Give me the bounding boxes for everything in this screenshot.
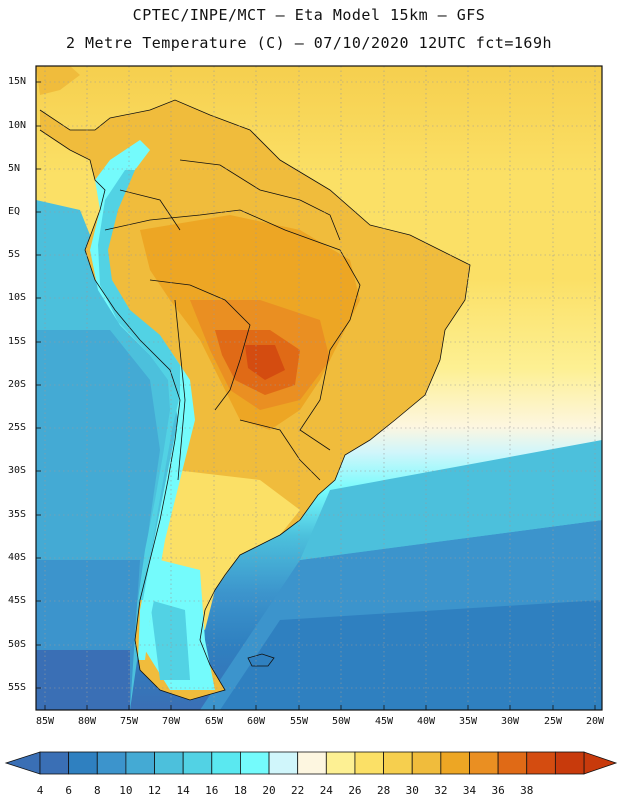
- colorbar-label: 8: [93, 784, 101, 797]
- colorbar: [4, 751, 618, 775]
- colorbar-label: 36: [491, 784, 505, 797]
- colorbar-swatch: [240, 751, 270, 775]
- lon-label: 25W: [543, 716, 563, 727]
- colorbar-swatch: [497, 751, 528, 775]
- colorbar-swatch: [39, 751, 70, 775]
- colorbar-label: 26: [348, 784, 362, 797]
- colorbar-label: 12: [147, 784, 162, 797]
- colorbar-label: 24: [319, 784, 333, 797]
- colorbar-swatch: [182, 751, 213, 775]
- lon-label: 70W: [161, 716, 181, 727]
- colorbar-swatch: [68, 751, 98, 775]
- colorbar-label: 6: [65, 784, 72, 797]
- lon-label: 40W: [416, 716, 436, 727]
- lon-label: 50W: [331, 716, 351, 727]
- colorbar-label: 28: [376, 784, 391, 797]
- colorbar-swatch: [469, 751, 499, 775]
- lon-label: 85W: [35, 716, 55, 727]
- colorbar-swatch: [125, 751, 155, 775]
- colorbar-label: 32: [434, 784, 448, 797]
- lon-label: 45W: [374, 716, 394, 727]
- colorbar-min-arrow: [4, 751, 41, 775]
- colorbar-label: 14: [176, 784, 190, 797]
- lat-label: 20S: [8, 379, 27, 390]
- lon-label: 55W: [289, 716, 309, 727]
- colorbar-label: 34: [462, 784, 477, 797]
- colorbar-label: 4: [36, 784, 44, 797]
- colorbar-swatch: [554, 751, 585, 775]
- colorbar-swatch: [354, 751, 384, 775]
- colorbar-swatch: [526, 751, 556, 775]
- lat-label: 50S: [8, 639, 27, 650]
- lon-label: 20W: [585, 716, 605, 727]
- colorbar-label: 22: [291, 784, 305, 797]
- lon-label: 30W: [500, 716, 520, 727]
- lat-label: 35S: [8, 509, 27, 520]
- colorbar-swatch: [297, 751, 327, 775]
- colorbar-label: 20: [262, 784, 276, 797]
- lon-label: 65W: [204, 716, 224, 727]
- colorbar-swatch: [154, 751, 184, 775]
- colorbar-label: 10: [119, 784, 133, 797]
- lat-label: 10N: [8, 120, 27, 131]
- lat-label: 10S: [8, 292, 27, 303]
- lat-label: 5N: [8, 163, 21, 174]
- lon-label: 75W: [119, 716, 139, 727]
- lat-label: 15S: [8, 336, 27, 347]
- lon-label: 35W: [458, 716, 478, 727]
- lat-label: 30S: [8, 465, 27, 476]
- map-title: CPTEC/INPE/MCT – Eta Model 15km – GFS: [132, 6, 486, 24]
- map-subtitle: 2 Metre Temperature (C) – 07/10/2020 12U…: [65, 34, 553, 52]
- colorbar-swatch: [440, 751, 470, 775]
- lon-label: 60W: [246, 716, 266, 727]
- colorbar-swatch: [325, 751, 356, 775]
- colorbar-label: 18: [233, 784, 248, 797]
- lat-label: 5S: [8, 249, 21, 260]
- colorbar-swatch: [383, 751, 413, 775]
- colorbar-swatch: [96, 751, 127, 775]
- colorbar-swatch: [268, 751, 299, 775]
- lat-label: 15N: [8, 76, 27, 87]
- lat-label: EQ: [8, 206, 21, 217]
- colorbar-max-arrow: [583, 751, 618, 775]
- colorbar-label: 16: [205, 784, 219, 797]
- lat-label: 25S: [8, 422, 27, 433]
- colorbar-swatch: [211, 751, 241, 775]
- colorbar-swatch: [411, 751, 442, 775]
- lat-label: 55S: [8, 682, 27, 693]
- colorbar-label: 30: [405, 784, 419, 797]
- colorbar-label: 38: [520, 784, 534, 797]
- lat-label: 45S: [8, 595, 27, 606]
- lon-label: 80W: [77, 716, 97, 727]
- lat-label: 40S: [8, 552, 27, 563]
